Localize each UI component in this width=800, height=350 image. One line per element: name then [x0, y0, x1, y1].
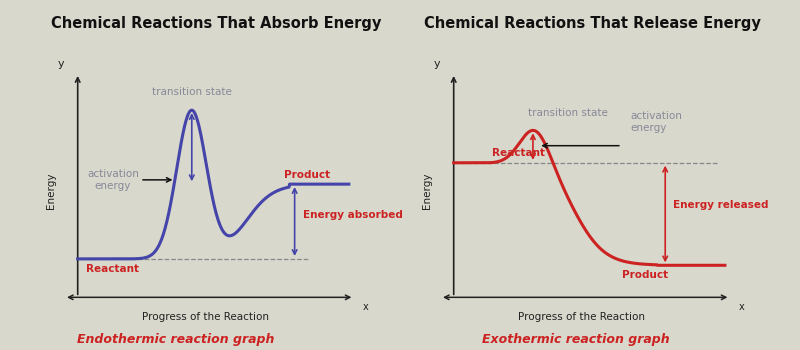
- Text: transition state: transition state: [152, 88, 232, 97]
- Text: Reactant: Reactant: [492, 148, 545, 158]
- Text: Chemical Reactions That Release Energy: Chemical Reactions That Release Energy: [423, 16, 761, 31]
- Text: activation
energy: activation energy: [87, 169, 139, 191]
- Text: y: y: [58, 59, 65, 69]
- Text: Product: Product: [284, 170, 330, 180]
- Text: Energy: Energy: [422, 172, 431, 209]
- Text: y: y: [434, 59, 441, 69]
- Text: transition state: transition state: [528, 107, 608, 118]
- Text: x: x: [738, 302, 744, 312]
- Text: Endothermic reaction graph: Endothermic reaction graph: [78, 334, 274, 346]
- Text: Energy: Energy: [46, 172, 55, 209]
- Text: x: x: [362, 302, 368, 312]
- Text: Progress of the Reaction: Progress of the Reaction: [518, 312, 645, 322]
- Text: activation
energy: activation energy: [630, 111, 682, 133]
- Text: Exothermic reaction graph: Exothermic reaction graph: [482, 334, 670, 346]
- Text: Chemical Reactions That Absorb Energy: Chemical Reactions That Absorb Energy: [51, 16, 381, 31]
- Text: Energy released: Energy released: [674, 201, 769, 210]
- Text: Progress of the Reaction: Progress of the Reaction: [142, 312, 269, 322]
- Text: Reactant: Reactant: [86, 264, 139, 274]
- Text: Energy absorbed: Energy absorbed: [302, 210, 402, 220]
- Text: Product: Product: [622, 270, 668, 280]
